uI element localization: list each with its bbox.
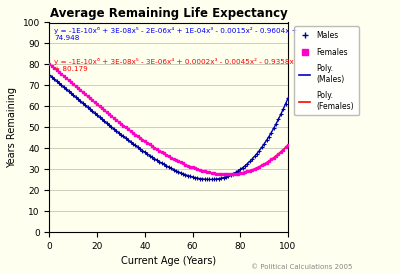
X-axis label: Current Age (Years): Current Age (Years): [121, 256, 216, 266]
Y-axis label: Years Remaining: Years Remaining: [7, 87, 17, 168]
Text: y = -1E-10x⁶ + 3E-08x⁵ - 2E-06x⁴ + 1E-04x³ - 0.0015x² - 0.9604x +
74.948: y = -1E-10x⁶ + 3E-08x⁵ - 2E-06x⁴ + 1E-04…: [54, 27, 298, 41]
Title: Average Remaining Life Expectancy: Average Remaining Life Expectancy: [50, 7, 288, 20]
Text: y = -1E-10x⁶ + 3E-08x⁵ - 3E-06x⁴ + 0.0002x³ - 0.0045x² - 0.9358x
+ 80.179: y = -1E-10x⁶ + 3E-08x⁵ - 3E-06x⁴ + 0.000…: [54, 58, 294, 72]
Text: © Political Calculations 2005: © Political Calculations 2005: [251, 264, 352, 270]
Legend: Males, Females, Poly.
(Males), Poly.
(Females): Males, Females, Poly. (Males), Poly. (Fe…: [294, 26, 358, 115]
